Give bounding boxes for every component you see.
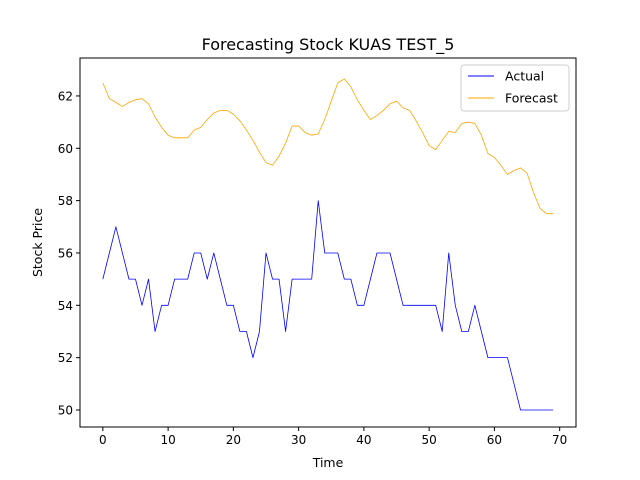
x-tick-label: 20: [226, 433, 241, 447]
series-layer: [102, 78, 554, 411]
y-tick-label: 60: [58, 142, 73, 156]
y-tick-label: 50: [58, 403, 73, 417]
y-tick-label: 58: [58, 194, 73, 208]
y-tick-label: 56: [58, 246, 73, 260]
x-tick-label: 50: [422, 433, 437, 447]
legend: Actual Forecast: [460, 64, 570, 112]
x-tick-label: 0: [99, 433, 107, 447]
y-tick-label: 62: [58, 89, 73, 103]
series-line-actual: [102, 200, 554, 411]
ticks-layer: 0 10 20 30 40 50 60 70 50 52 54 56 58 60 62: [58, 89, 568, 447]
x-tick-label: 60: [487, 433, 502, 447]
legend-label-forecast: Forecast: [505, 91, 558, 106]
y-tick-label: 52: [58, 351, 73, 365]
series-line-forecast: [102, 78, 554, 215]
y-tick-label: 54: [58, 299, 73, 313]
chart-title: Forecasting Stock KUAS TEST_5: [202, 35, 455, 55]
x-tick-label: 70: [552, 433, 567, 447]
x-tick-label: 40: [356, 433, 371, 447]
plot-area: [80, 58, 576, 427]
legend-label-actual: Actual: [505, 69, 544, 84]
x-tick-label: 30: [291, 433, 306, 447]
x-axis-label: Time: [312, 455, 344, 470]
plot-frame: [79, 57, 577, 428]
x-tick-label: 10: [160, 433, 175, 447]
y-axis-label: Stock Price: [30, 208, 45, 277]
